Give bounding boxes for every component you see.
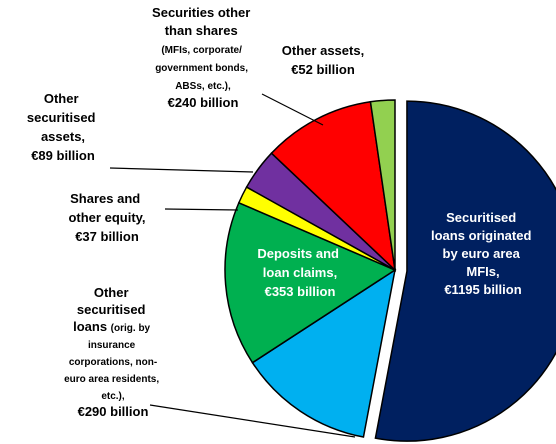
label-line: euro — [64, 374, 88, 385]
leader-line — [109, 167, 254, 173]
label-line: assets, — [320, 43, 364, 58]
label-line: securitised — [77, 302, 149, 317]
leader-line — [164, 208, 239, 211]
label-line: originated — [469, 228, 535, 243]
label-line: non- — [136, 357, 158, 368]
slice-label: Deposits and loan claims, — [257, 246, 342, 280]
label-line: loans — [73, 319, 111, 334]
label-line: loans — [431, 228, 469, 243]
label-line: corporate/ — [193, 45, 245, 56]
label-line: residents, — [112, 374, 162, 385]
label-line: than — [165, 23, 196, 38]
label-line: (MFIs, — [161, 45, 193, 56]
pie-slice — [374, 100, 556, 442]
label-line: by — [443, 246, 462, 261]
leader-line — [149, 404, 356, 438]
value-label: €290 billion — [78, 404, 149, 419]
slice-label: Other securitised assets, — [27, 91, 99, 144]
slice-label: Other securitised loans (orig. by insura… — [64, 285, 162, 402]
label-line: and — [117, 191, 144, 206]
value-label: €37 billion — [75, 229, 139, 244]
label-line: etc.), — [207, 81, 231, 92]
label-line: MFIs, — [466, 264, 499, 279]
label-line: shares — [196, 23, 242, 38]
label-line: Securities — [152, 5, 218, 20]
label-line: ABSs, — [175, 81, 207, 92]
value-label: €240 billion — [168, 95, 239, 110]
pie-slice — [251, 268, 397, 438]
label-line: other — [218, 5, 254, 20]
slice-label: Other assets, — [282, 43, 364, 58]
pie-slice — [224, 201, 397, 364]
leader-line — [261, 93, 324, 126]
label-line: area — [89, 374, 112, 385]
label-line: insurance — [88, 340, 138, 351]
label-line: securitised — [27, 110, 99, 125]
value-label: €52 billion — [291, 62, 355, 77]
label-line: by — [138, 323, 152, 334]
label-line: (orig. — [111, 323, 139, 334]
label-line: etc.), — [101, 391, 125, 402]
label-line: government — [155, 63, 215, 74]
pie-slice — [270, 100, 397, 273]
label-line: area — [493, 246, 523, 261]
label-line: loan — [263, 265, 293, 280]
label-line: Other — [44, 91, 82, 106]
pie-slice — [369, 99, 396, 271]
label-line: bonds, — [215, 63, 251, 74]
value-label: €353 billion — [265, 284, 336, 299]
label-line: Other — [94, 285, 132, 300]
slice-label: Securities other than shares (MFIs, corp… — [152, 5, 254, 92]
value-label: €1195 billion — [444, 282, 521, 297]
label-line: Deposits — [257, 246, 316, 261]
label-line: Other — [282, 43, 320, 58]
slice-label: Shares and other equity, — [68, 191, 145, 225]
label-line: euro — [461, 246, 493, 261]
slice-label: Securitised loans originated by euro are… — [431, 210, 535, 279]
label-line: and — [316, 246, 343, 261]
label-line: equity, — [105, 210, 146, 225]
label-line: Securitised — [446, 210, 520, 225]
value-label: €89 billion — [31, 148, 95, 163]
label-line: Shares — [70, 191, 117, 206]
label-line: corporations, — [69, 357, 136, 368]
label-line: assets, — [41, 129, 85, 144]
label-line: claims, — [293, 265, 337, 280]
label-line: other — [68, 210, 104, 225]
